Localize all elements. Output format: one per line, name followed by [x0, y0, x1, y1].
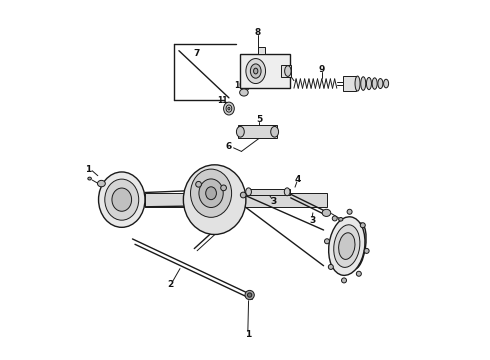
Text: 5: 5: [256, 116, 263, 125]
Bar: [146, 193, 192, 207]
Ellipse shape: [88, 177, 92, 180]
Bar: [238, 125, 277, 138]
Text: 8: 8: [254, 28, 261, 37]
Text: 3: 3: [309, 216, 315, 225]
Ellipse shape: [112, 188, 132, 211]
Text: 9: 9: [318, 65, 325, 74]
Bar: [281, 64, 291, 77]
Ellipse shape: [228, 107, 230, 110]
Ellipse shape: [339, 217, 343, 221]
Circle shape: [247, 293, 252, 297]
Ellipse shape: [240, 89, 248, 96]
Circle shape: [241, 192, 246, 198]
Bar: [240, 54, 290, 88]
Text: 7: 7: [194, 49, 200, 58]
Ellipse shape: [206, 187, 217, 200]
Ellipse shape: [349, 223, 366, 269]
Circle shape: [245, 291, 254, 300]
Circle shape: [332, 216, 337, 221]
Text: 4: 4: [294, 175, 301, 184]
Ellipse shape: [250, 64, 261, 78]
Text: 10: 10: [234, 81, 244, 90]
Ellipse shape: [367, 77, 371, 90]
Circle shape: [324, 239, 329, 244]
Ellipse shape: [105, 179, 139, 220]
Ellipse shape: [285, 66, 291, 76]
Ellipse shape: [372, 78, 377, 89]
Text: 1: 1: [245, 330, 251, 339]
Ellipse shape: [191, 169, 232, 217]
Ellipse shape: [223, 102, 234, 115]
Ellipse shape: [284, 188, 290, 196]
Ellipse shape: [329, 217, 365, 275]
Bar: [258, 48, 266, 54]
Ellipse shape: [246, 59, 266, 84]
Circle shape: [342, 278, 346, 283]
Ellipse shape: [378, 78, 383, 89]
Ellipse shape: [334, 225, 360, 267]
Ellipse shape: [384, 79, 389, 88]
Circle shape: [328, 265, 333, 269]
Ellipse shape: [237, 126, 245, 137]
Ellipse shape: [253, 68, 258, 74]
Ellipse shape: [98, 180, 105, 187]
Ellipse shape: [322, 209, 331, 216]
Text: 6: 6: [226, 141, 232, 150]
Ellipse shape: [245, 188, 251, 196]
Text: 11: 11: [217, 96, 227, 105]
Circle shape: [364, 248, 369, 253]
Circle shape: [356, 271, 361, 276]
Circle shape: [360, 223, 365, 228]
Ellipse shape: [339, 233, 355, 260]
Text: 2: 2: [167, 280, 173, 289]
Ellipse shape: [226, 105, 232, 112]
Bar: [247, 189, 290, 195]
Ellipse shape: [361, 77, 366, 90]
Ellipse shape: [183, 165, 246, 234]
Circle shape: [347, 209, 352, 214]
Ellipse shape: [270, 126, 279, 137]
Circle shape: [196, 181, 201, 187]
Ellipse shape: [199, 179, 223, 207]
Ellipse shape: [98, 172, 145, 227]
Circle shape: [220, 185, 226, 191]
Ellipse shape: [355, 76, 360, 91]
Text: 3: 3: [270, 197, 277, 206]
Bar: [245, 193, 327, 207]
Bar: [343, 76, 356, 91]
Text: 1: 1: [85, 165, 91, 174]
